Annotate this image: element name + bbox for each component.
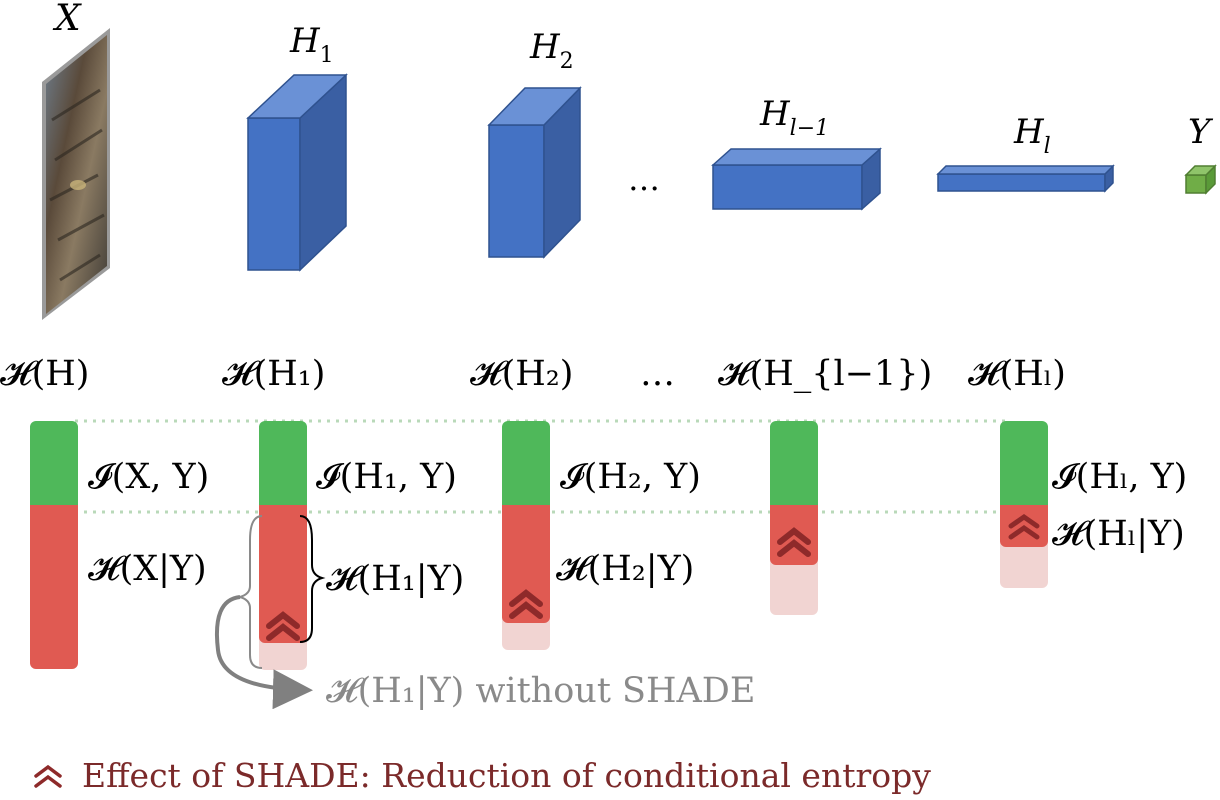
brace-left-h1 xyxy=(236,515,263,669)
double-chevron-up-icon xyxy=(509,589,543,619)
annotation-without-shade: 𝓗(H₁|Y) without SHADE xyxy=(326,671,755,711)
entropy-bar-hl-1 xyxy=(770,421,818,615)
entropy-header-hl-1: 𝓗(H_{l−1}) xyxy=(718,354,932,394)
entropy-header-h2: 𝓗(H₂) xyxy=(470,354,573,394)
double-chevron-up-icon xyxy=(777,527,811,557)
layer-ellipsis: … xyxy=(628,160,660,198)
double-chevron-up-icon xyxy=(1008,513,1040,540)
double-chevron-up-icon xyxy=(34,764,62,788)
info-label-h2: 𝓘(H₂, Y) xyxy=(560,457,701,497)
entropy-bar-h1 xyxy=(259,421,307,670)
cond-label-x: 𝓗(X|Y) xyxy=(88,549,207,589)
layer-h2-block xyxy=(487,86,582,259)
info-label-hl: 𝓘(Hₗ, Y) xyxy=(1052,457,1187,497)
entropy-header-h: 𝓗(H) xyxy=(0,354,89,394)
cond-label-h1: 𝓗(H₁|Y) xyxy=(326,559,464,599)
legend-text: Effect of SHADE: Reduction of conditiona… xyxy=(82,756,931,795)
entropy-bar-x xyxy=(30,421,78,669)
double-chevron-up-icon xyxy=(266,611,300,641)
annotation-arrow xyxy=(215,595,313,710)
output-label: Y xyxy=(1188,112,1214,152)
layer-hl-block xyxy=(936,164,1115,193)
info-label-x: 𝓘(X, Y) xyxy=(88,457,209,497)
input-label: X xyxy=(52,0,82,39)
entropy-header-h1: 𝓗(H₁) xyxy=(222,354,325,394)
entropy-bar-hl xyxy=(1000,421,1048,588)
cond-label-hl: 𝓗(Hₗ|Y) xyxy=(1052,514,1185,554)
layer-h2-label: H2 xyxy=(529,27,574,74)
output-block xyxy=(1184,164,1217,195)
layer-h1-block xyxy=(246,73,348,272)
brace-right-h1 xyxy=(299,515,326,643)
entropy-header-ellipsis: … xyxy=(640,354,675,394)
entropy-header-hl: 𝓗(Hₗ) xyxy=(968,354,1066,394)
layer-hl-1-label: Hl−1 xyxy=(759,94,829,141)
cond-label-h2: 𝓗(H₂|Y) xyxy=(556,549,694,589)
info-label-h1: 𝓘(H₁, Y) xyxy=(316,457,457,497)
layer-hl-1-block xyxy=(711,147,882,211)
layer-hl-label: Hl xyxy=(1013,112,1051,159)
layer-h1-label: H1 xyxy=(289,21,334,68)
input-image xyxy=(42,28,110,320)
